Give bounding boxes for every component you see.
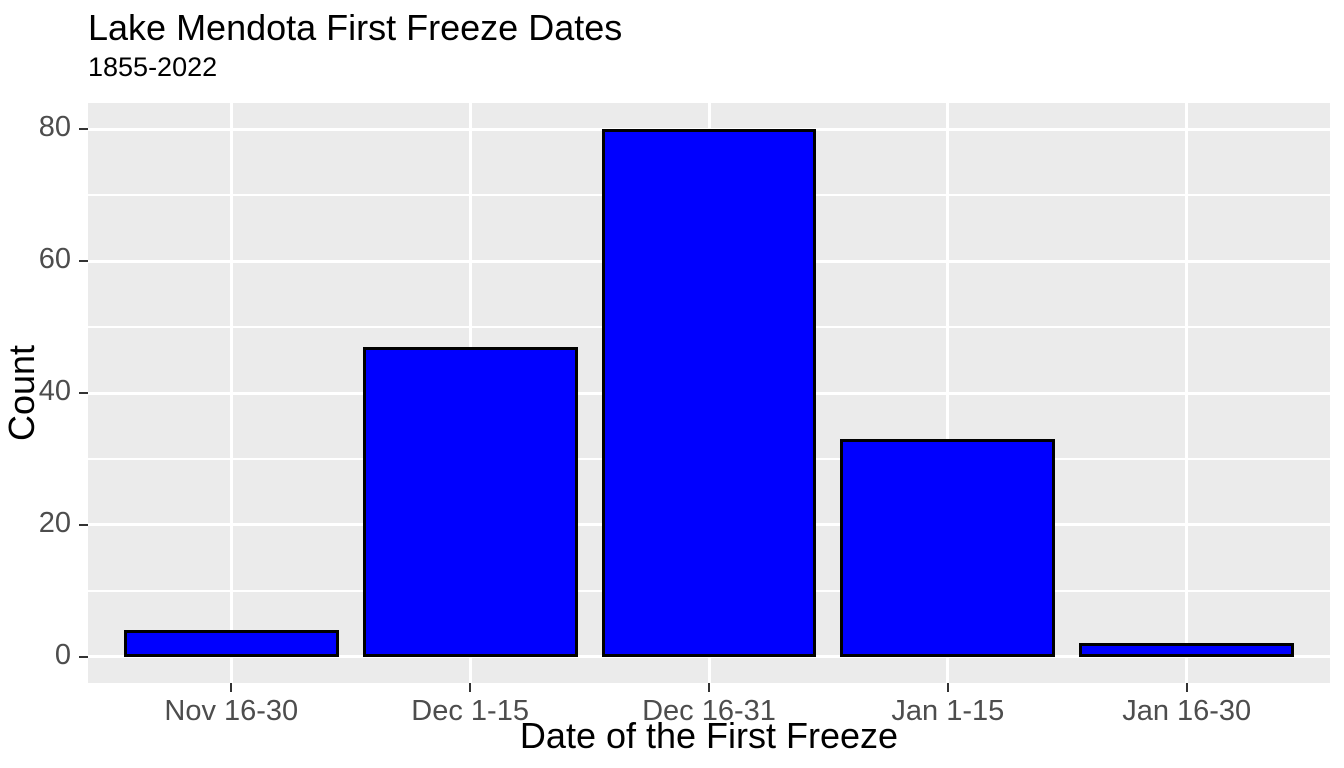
x-tick-label: Dec 1-15 xyxy=(411,695,529,727)
x-tick-label: Nov 16-30 xyxy=(164,695,299,727)
bar-Nov 16-30 xyxy=(123,630,339,657)
y-tick-mark xyxy=(79,655,88,658)
y-tick-label: 20 xyxy=(38,506,71,539)
x-tick-mark xyxy=(469,683,472,692)
gridline-major-x xyxy=(229,103,233,683)
y-tick-label: 40 xyxy=(38,375,71,407)
x-tick-mark xyxy=(946,683,949,692)
y-tick-label: 0 xyxy=(54,638,71,671)
y-tick-mark xyxy=(79,523,88,526)
plot-panel xyxy=(88,103,1330,683)
bar-Jan 1-15 xyxy=(840,439,1056,657)
bar-Dec 16-31 xyxy=(601,129,817,657)
gridline-major-x xyxy=(1185,103,1189,683)
y-tick-mark xyxy=(79,260,88,263)
x-tick-mark xyxy=(708,683,710,692)
x-tick-mark xyxy=(230,683,233,692)
chart-title: Lake Mendota First Freeze Dates xyxy=(88,7,623,48)
x-tick-label: Jan 16-30 xyxy=(1122,695,1252,727)
x-tick-mark xyxy=(1185,683,1188,692)
bar-Dec 1-15 xyxy=(362,346,578,657)
y-tick-label: 80 xyxy=(38,111,71,144)
x-tick-label: Dec 16-31 xyxy=(642,695,776,727)
y-tick-label: 60 xyxy=(38,243,71,276)
x-axis-title: Date of the First Freeze xyxy=(519,715,899,756)
y-tick-mark xyxy=(79,392,88,394)
bar-Jan 16-30 xyxy=(1079,643,1295,657)
gridline-major-x xyxy=(946,103,950,683)
x-tick-label: Jan 1-15 xyxy=(891,695,1005,727)
y-tick-mark xyxy=(79,128,88,131)
chart-subtitle: 1855-2022 xyxy=(88,52,218,82)
